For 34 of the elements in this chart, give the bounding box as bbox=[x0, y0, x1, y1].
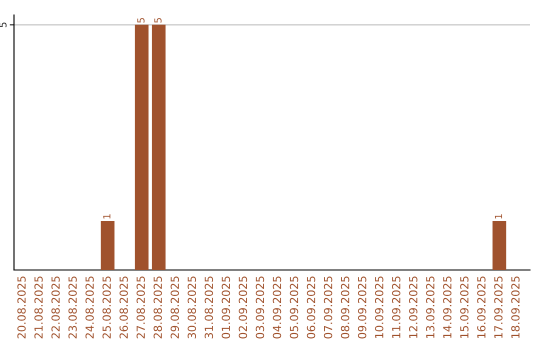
x-tick-label: 24.08.2025 bbox=[85, 276, 94, 338]
x-tick-label: 03.09.2025 bbox=[256, 276, 264, 338]
x-tick-label: 04.09.2025 bbox=[272, 276, 282, 338]
x-tick-label: 09.09.2025 bbox=[358, 276, 366, 338]
data-label: 5 bbox=[137, 18, 145, 23]
x-tick-label: 21.08.2025 bbox=[34, 276, 43, 338]
x-tick-label: 07.09.2025 bbox=[324, 276, 332, 338]
x-tick-label: 23.08.2025 bbox=[68, 276, 77, 338]
x-tick-label: 14.09.2025 bbox=[443, 276, 452, 338]
x-tick-label: 31.08.2025 bbox=[204, 276, 214, 338]
x-tick-label: 12.09.2025 bbox=[409, 276, 418, 338]
x-tick-label: 05.09.2025 bbox=[290, 276, 298, 338]
data-label: 5 bbox=[154, 18, 162, 23]
x-tick-label: 15.09.2025 bbox=[460, 276, 469, 338]
data-label: 1 bbox=[494, 214, 502, 219]
x-tick-label: 28.08.2025 bbox=[154, 276, 162, 338]
x-tick-label: 25.08.2025 bbox=[102, 276, 111, 338]
x-tick-label: 02.09.2025 bbox=[238, 276, 248, 338]
x-tick-label: 30.08.2025 bbox=[188, 276, 196, 338]
x-tick-label: 13.09.2025 bbox=[426, 276, 434, 338]
x-tick-label: 01.09.2025 bbox=[222, 276, 230, 338]
x-tick-label: 16.09.2025 bbox=[477, 276, 486, 338]
x-tick-label: 20.08.2025 bbox=[17, 276, 26, 338]
x-tick-label: 29.08.2025 bbox=[170, 276, 180, 338]
x-tick-label: 27.08.2025 bbox=[136, 276, 145, 338]
x-tick-label: 08.09.2025 bbox=[340, 276, 350, 338]
data-label: 1 bbox=[103, 214, 110, 219]
x-tick-label: 10.09.2025 bbox=[374, 276, 384, 338]
x-tick-label: 06.09.2025 bbox=[306, 276, 316, 338]
x-tick-label: 26.08.2025 bbox=[120, 276, 128, 338]
x-tick-label: 18.09.2025 bbox=[511, 276, 520, 338]
x-tick-label: 22.08.2025 bbox=[51, 276, 60, 338]
x-tick-label: 11.09.2025 bbox=[392, 276, 400, 338]
x-tick-label: 17.09.2025 bbox=[494, 276, 503, 338]
